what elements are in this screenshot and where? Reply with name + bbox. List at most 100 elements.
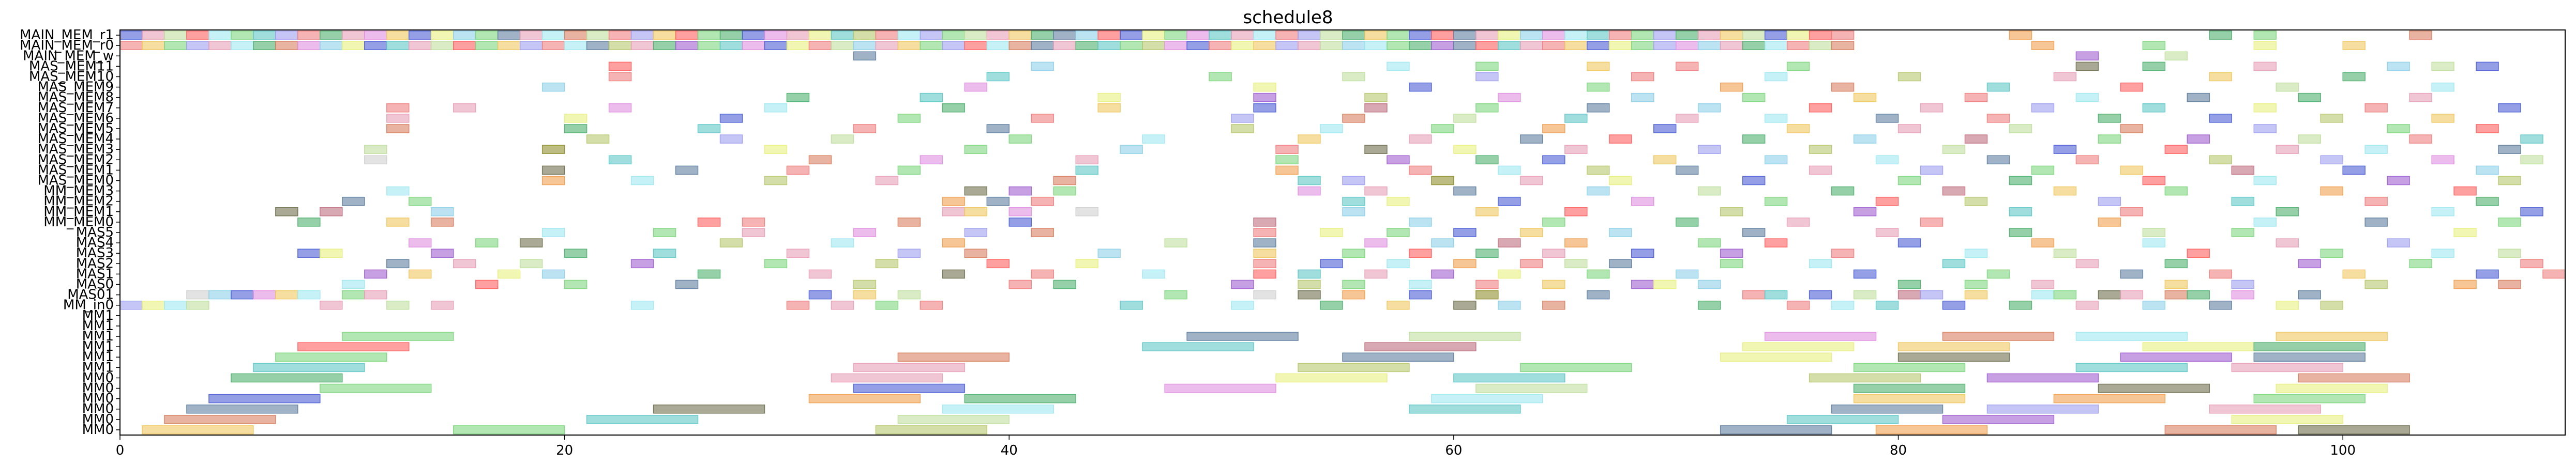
task-bar (1653, 155, 1677, 165)
task-bar (1831, 249, 1855, 258)
task-bar (1675, 114, 1699, 123)
task-bar (1786, 218, 1810, 227)
task-bar (2075, 155, 2099, 165)
task-bar (2409, 30, 2432, 40)
task-bar (942, 41, 966, 50)
task-bar (1587, 82, 1610, 92)
task-bar (1564, 259, 1588, 269)
task-bar (1475, 280, 1499, 289)
task-bar (2298, 373, 2410, 383)
task-bar (964, 207, 988, 216)
task-bar (1742, 342, 1855, 351)
y-tick-label: MAS_MEM7 (37, 100, 114, 116)
task-bar (186, 300, 209, 310)
task-bar (786, 300, 810, 310)
task-bar (2009, 207, 2032, 216)
task-bar (1609, 228, 1632, 237)
task-bar (1498, 196, 1521, 206)
task-bar (1031, 196, 1054, 206)
task-bar (897, 352, 1010, 362)
task-bar (1986, 114, 2010, 123)
task-bar (2476, 196, 2499, 206)
task-bar (920, 155, 943, 165)
task-bar (1075, 30, 1098, 40)
task-bar (1742, 176, 1766, 185)
task-bar (386, 114, 410, 123)
task-bar (320, 41, 343, 50)
task-bar (2053, 145, 2077, 154)
task-bar (853, 228, 877, 237)
task-bar (719, 41, 743, 50)
task-bar (2298, 134, 2321, 144)
task-bar (1520, 176, 1543, 185)
task-bar (1253, 269, 1276, 279)
y-tick-label: MAS_MEM9 (37, 80, 114, 95)
task-bar (1364, 269, 1388, 279)
task-bar (1431, 394, 1543, 404)
task-bar (2253, 61, 2277, 71)
task-bar (1631, 72, 1654, 82)
task-bar (1631, 30, 1654, 40)
task-bar (1253, 218, 1276, 227)
task-bar (1320, 259, 1343, 269)
task-bar (1742, 30, 1766, 40)
task-bar (231, 290, 254, 300)
task-bar (1564, 41, 1588, 50)
task-bar (1164, 30, 1187, 40)
task-bar (541, 165, 565, 175)
task-bar (2098, 134, 2121, 144)
task-bar (1120, 41, 1143, 50)
task-bar (1920, 290, 1944, 300)
task-bar (1097, 41, 1121, 50)
y-tick-label: MM1 (82, 318, 114, 334)
task-bar (608, 103, 632, 113)
task-bar (453, 103, 476, 113)
task-bar (208, 290, 232, 300)
task-bar (1564, 145, 1588, 154)
task-bar (653, 41, 676, 50)
task-bar (808, 290, 832, 300)
task-bar (986, 124, 1010, 133)
task-bar (942, 196, 966, 206)
task-bar (320, 249, 343, 258)
task-bar (1764, 196, 1788, 206)
task-bar (1409, 41, 1432, 50)
task-bar (1986, 373, 2099, 383)
task-bar (2298, 259, 2321, 269)
task-bar (2431, 249, 2454, 258)
y-tick-label: MAS0 (76, 277, 114, 292)
task-bar (1720, 207, 1743, 216)
task-bar (1053, 186, 1076, 196)
task-bar (2542, 269, 2566, 279)
task-bar (875, 300, 899, 310)
task-bar (2231, 290, 2255, 300)
task-bar (1298, 30, 1321, 40)
task-bar (186, 290, 209, 300)
y-tick-label: MAS_MEM8 (37, 90, 114, 105)
task-bar (675, 30, 699, 40)
task-bar (142, 41, 165, 50)
task-bar (2520, 207, 2543, 216)
task-bar (1387, 61, 1410, 71)
task-bar (541, 145, 565, 154)
task-bar (164, 41, 187, 50)
task-bar (853, 363, 966, 373)
task-bar (1875, 228, 1899, 237)
task-bar (1409, 82, 1432, 92)
task-bar (697, 30, 721, 40)
task-bar (1697, 280, 1721, 289)
task-bar (1008, 186, 1032, 196)
task-bar (764, 103, 788, 113)
y-tick-label: MAS01 (67, 287, 114, 303)
task-bar (1964, 280, 1988, 289)
task-bar (2164, 145, 2188, 154)
task-bar (364, 41, 387, 50)
task-bar (2253, 394, 2366, 404)
task-bar (453, 30, 476, 40)
task-bar (1675, 41, 1699, 50)
task-bar (1609, 41, 1632, 50)
task-bar (253, 41, 276, 50)
task-bar (875, 30, 899, 40)
y-tick-label: MAIN_MEM_w (23, 48, 114, 64)
task-bar (164, 415, 276, 424)
